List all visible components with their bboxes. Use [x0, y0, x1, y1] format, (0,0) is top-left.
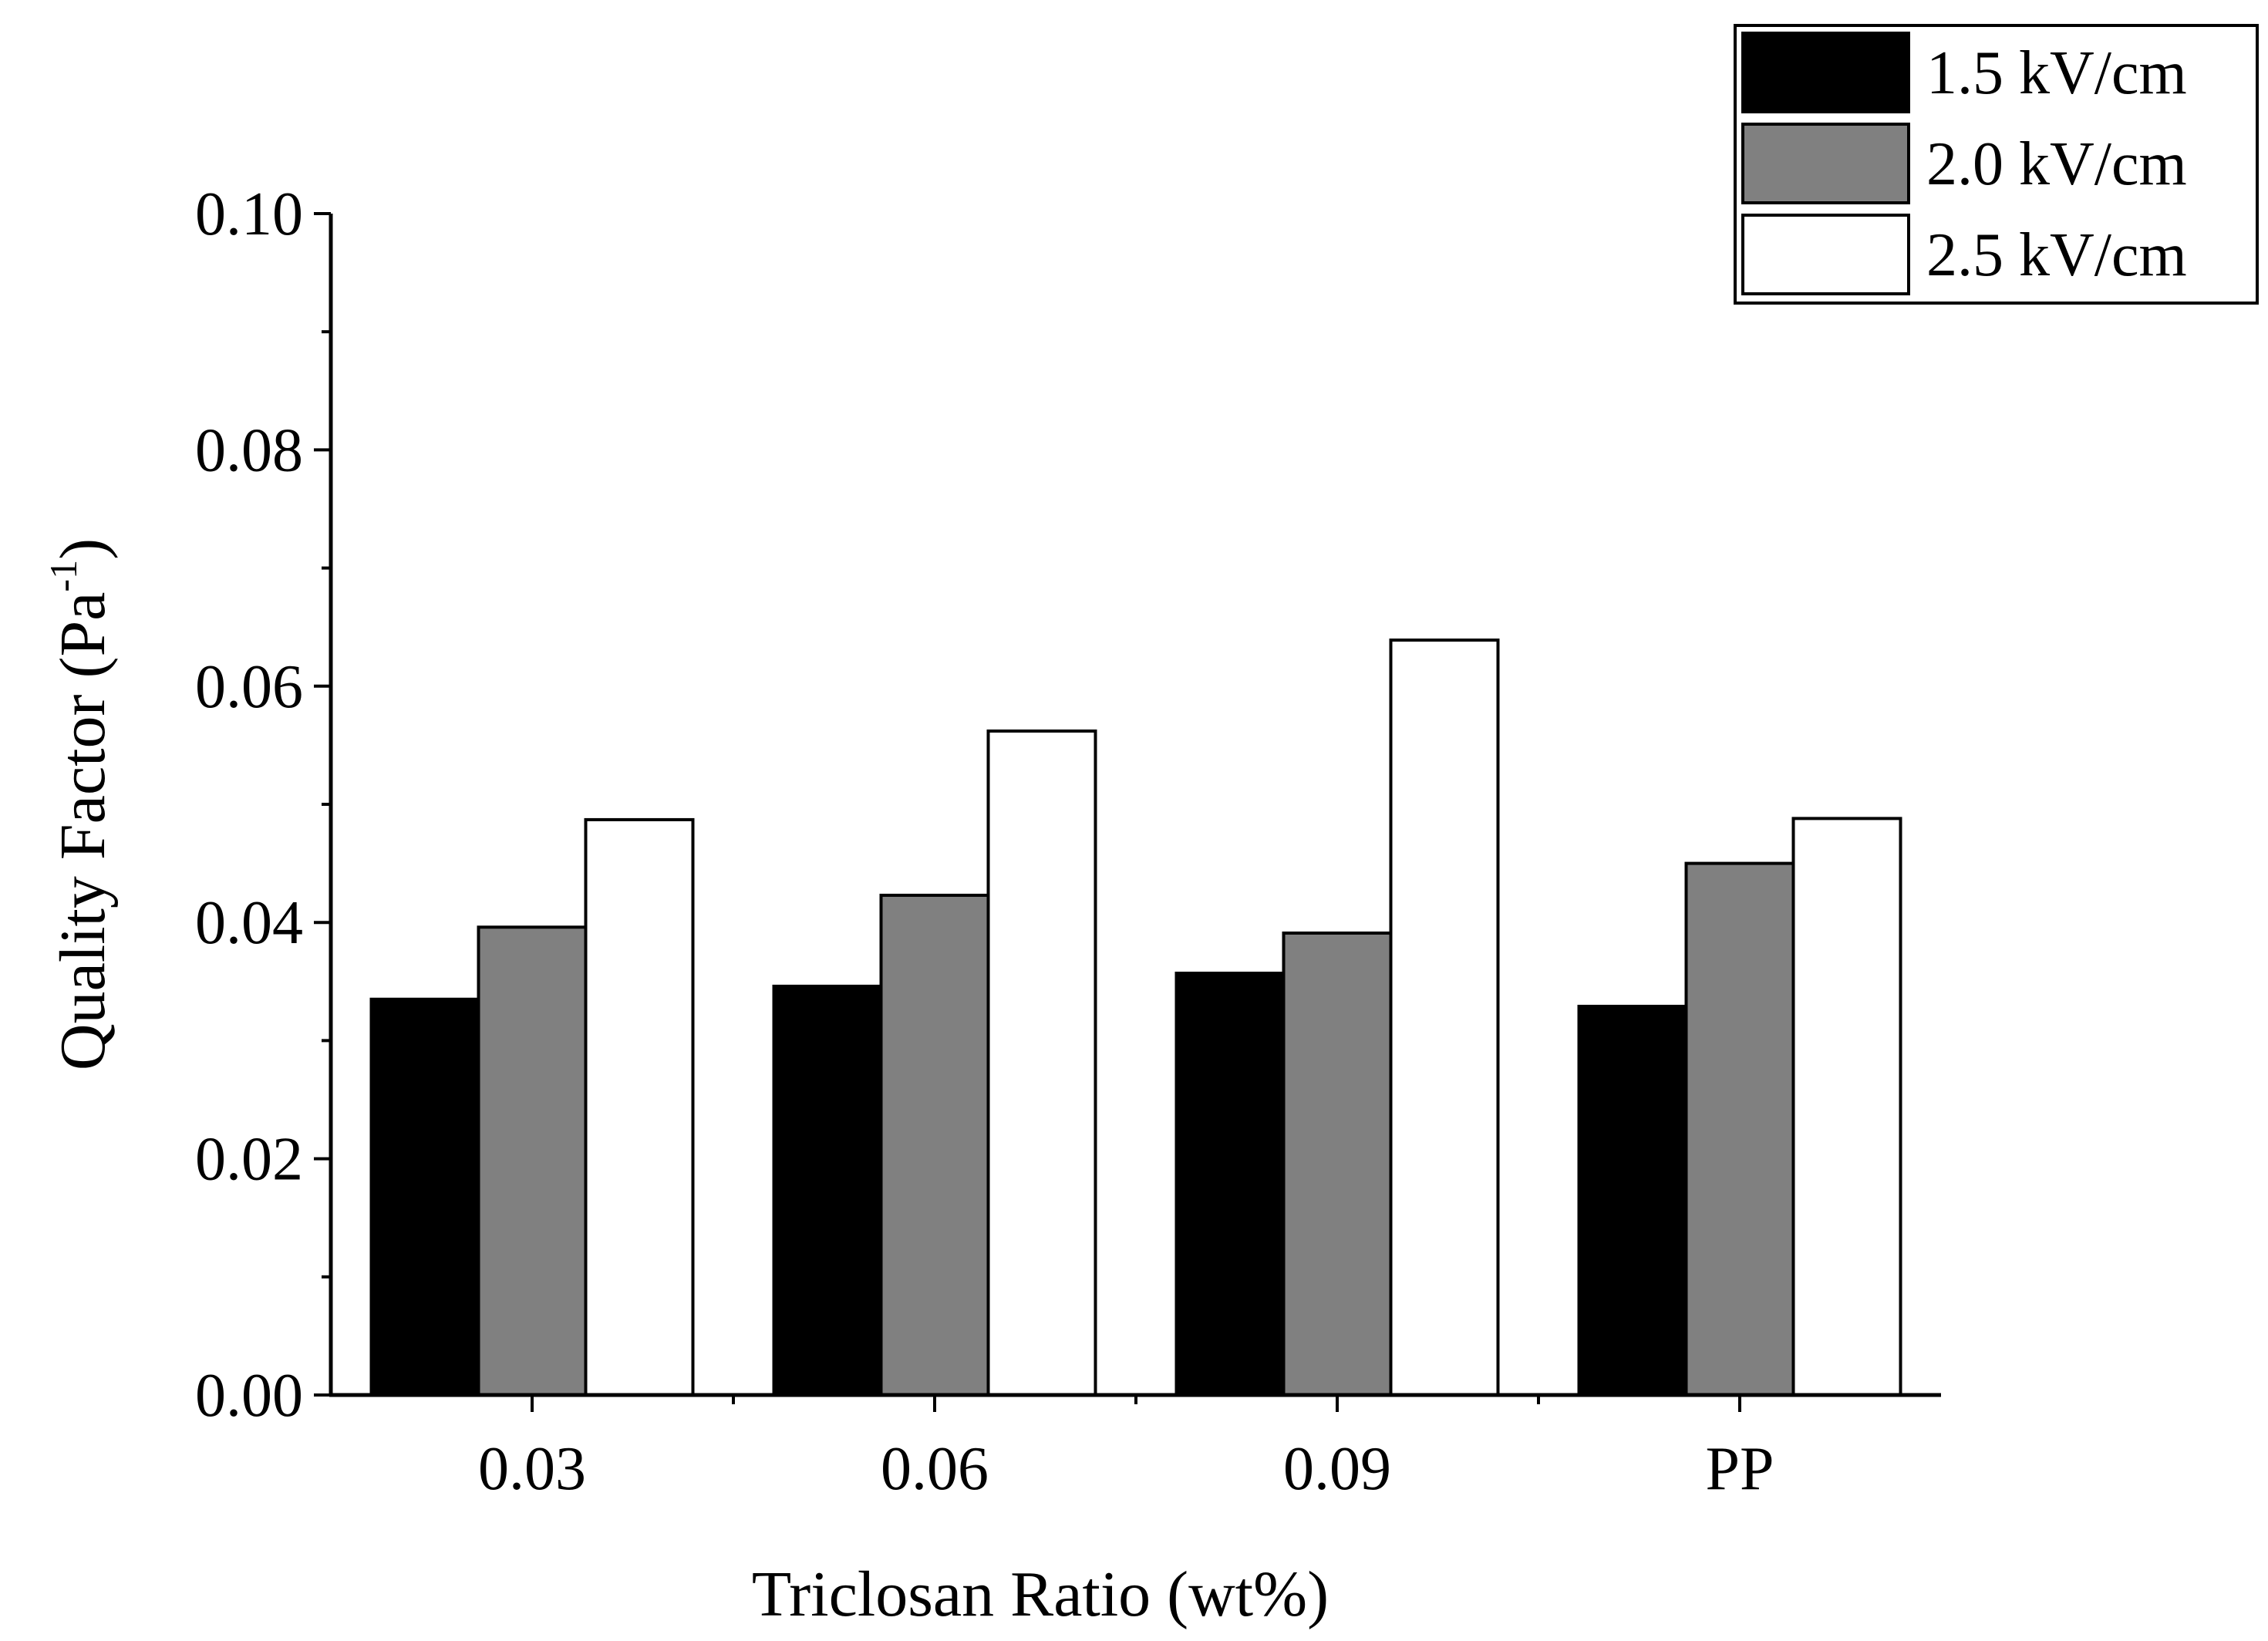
y-tick-label: 0.06 [195, 653, 303, 721]
bar-2-0-kv-cm-pp [1684, 861, 1795, 1397]
bar-1-5-kv-cm-0-09 [1174, 972, 1286, 1397]
bar-1-5-kv-cm-0-03 [369, 997, 480, 1397]
legend-label-2-5-kv-cm: 2.5 kV/cm [1926, 221, 2187, 289]
y-tick-label: 0.02 [195, 1126, 303, 1194]
bar-2-5-kv-cm-0-09 [1389, 639, 1500, 1397]
x-ticks-group: 0.03 0.06 0.09 PP [478, 1395, 1774, 1503]
bar-2-0-kv-cm-0-09 [1282, 931, 1393, 1397]
bars-group [369, 639, 1902, 1397]
legend-label-2-0-kv-cm: 2.0 kV/cm [1926, 130, 2187, 198]
bar-2-0-kv-cm-0-06 [879, 893, 990, 1397]
y-tick-label: 0.08 [195, 416, 303, 484]
bar-2-0-kv-cm-0-03 [477, 925, 588, 1397]
x-tick-label: 0.09 [1283, 1435, 1391, 1503]
y-axis-title-superscript: -1 [42, 560, 85, 592]
x-tick-label: 0.03 [478, 1435, 586, 1503]
y-tick-label: 0.10 [195, 180, 303, 248]
x-tick-label: 0.06 [881, 1435, 989, 1503]
y-tick-label: 0.04 [195, 889, 303, 957]
bar-2-5-kv-cm-pp [1791, 817, 1902, 1397]
legend-swatch-2-0-kv-cm [1741, 123, 1910, 204]
bar-2-5-kv-cm-0-03 [584, 817, 695, 1397]
x-tick-label: PP [1706, 1435, 1774, 1503]
legend-swatch-1-5-kv-cm [1741, 32, 1910, 113]
y-axis-title: Quality Factor (Pa-1) [42, 538, 119, 1070]
y-tick-label: 0.00 [195, 1362, 303, 1430]
legend-swatch-2-5-kv-cm [1741, 214, 1910, 295]
bar-1-5-kv-cm-pp [1577, 1004, 1688, 1397]
y-axis-title-close: ) [47, 538, 119, 560]
legend: 1.5 kV/cm 2.0 kV/cm 2.5 kV/cm [1734, 24, 2259, 305]
x-axis-title: Triclosan Ratio (wt%) [752, 1558, 1329, 1630]
y-ticks-group: 0.00 0.02 0.04 0.06 0.08 0.10 [195, 180, 331, 1430]
bar-2-5-kv-cm-0-06 [986, 730, 1097, 1397]
bar-1-5-kv-cm-0-06 [772, 984, 883, 1397]
y-axis-title-group: Quality Factor (Pa-1) [42, 538, 119, 1070]
legend-label-1-5-kv-cm: 1.5 kV/cm [1926, 39, 2187, 107]
y-axis-title-main: Quality Factor (Pa [47, 592, 119, 1071]
